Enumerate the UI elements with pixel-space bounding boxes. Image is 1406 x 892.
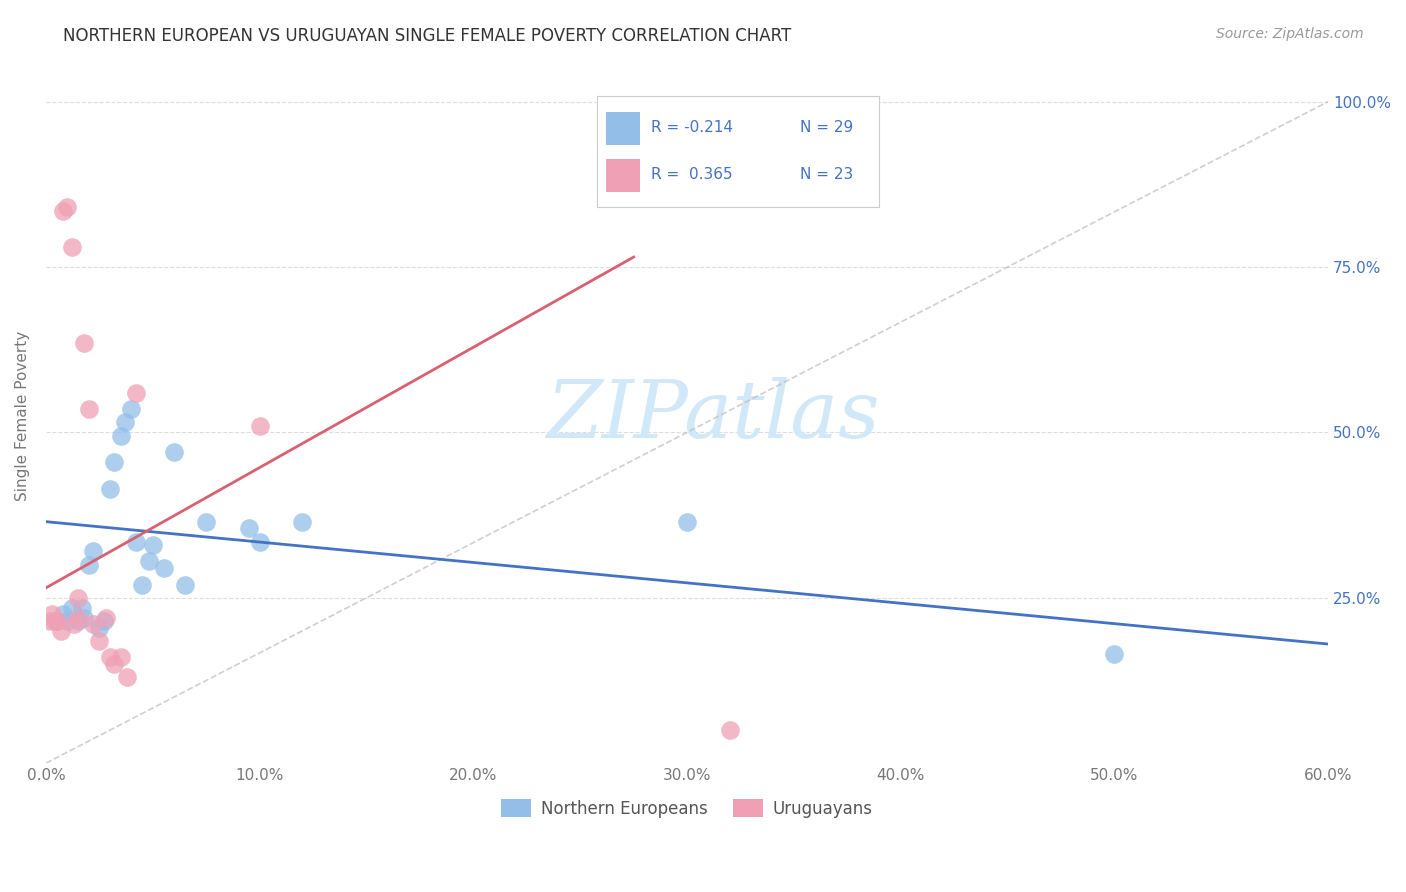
- Point: [1104, 647, 1126, 661]
- Point: [56, 614, 79, 628]
- Point: [676, 515, 699, 529]
- Point: [41, 607, 63, 622]
- Point: [718, 723, 741, 737]
- Point: [125, 534, 148, 549]
- Point: [98, 650, 121, 665]
- Point: [77, 402, 100, 417]
- Point: [152, 561, 174, 575]
- Point: [103, 455, 125, 469]
- Point: [77, 558, 100, 572]
- Point: [72, 600, 94, 615]
- Point: [125, 385, 148, 400]
- Point: [249, 418, 271, 433]
- Point: [173, 577, 195, 591]
- Point: [66, 610, 89, 624]
- Legend: Northern Europeans, Uruguayans: Northern Europeans, Uruguayans: [495, 793, 880, 824]
- Point: [103, 657, 125, 671]
- Point: [66, 591, 89, 605]
- Point: [142, 538, 165, 552]
- Point: [49, 624, 72, 638]
- Point: [114, 416, 136, 430]
- Point: [115, 670, 138, 684]
- Point: [44, 614, 66, 628]
- Text: NORTHERN EUROPEAN VS URUGUAYAN SINGLE FEMALE POVERTY CORRELATION CHART: NORTHERN EUROPEAN VS URUGUAYAN SINGLE FE…: [63, 27, 792, 45]
- Point: [131, 577, 153, 591]
- Y-axis label: Single Female Poverty: Single Female Poverty: [15, 331, 30, 501]
- Point: [60, 600, 83, 615]
- Point: [291, 515, 314, 529]
- Point: [39, 614, 62, 628]
- Point: [138, 554, 160, 568]
- Point: [56, 201, 79, 215]
- Point: [98, 482, 121, 496]
- Point: [120, 402, 142, 417]
- Point: [89, 633, 111, 648]
- Point: [163, 445, 186, 459]
- Text: ZIPatlas: ZIPatlas: [546, 377, 879, 455]
- Point: [45, 614, 67, 628]
- Point: [45, 614, 67, 628]
- Point: [249, 534, 271, 549]
- Point: [52, 607, 75, 622]
- Point: [60, 240, 83, 254]
- Point: [238, 521, 260, 535]
- Point: [62, 617, 84, 632]
- Point: [89, 620, 111, 634]
- Point: [73, 610, 96, 624]
- Point: [110, 650, 132, 665]
- Point: [66, 614, 89, 628]
- Point: [195, 515, 218, 529]
- Point: [94, 610, 117, 624]
- Point: [82, 617, 104, 632]
- Point: [82, 544, 104, 558]
- Point: [52, 203, 75, 218]
- Point: [110, 428, 132, 442]
- Point: [73, 336, 96, 351]
- Point: [93, 614, 115, 628]
- Text: Source: ZipAtlas.com: Source: ZipAtlas.com: [1216, 27, 1364, 41]
